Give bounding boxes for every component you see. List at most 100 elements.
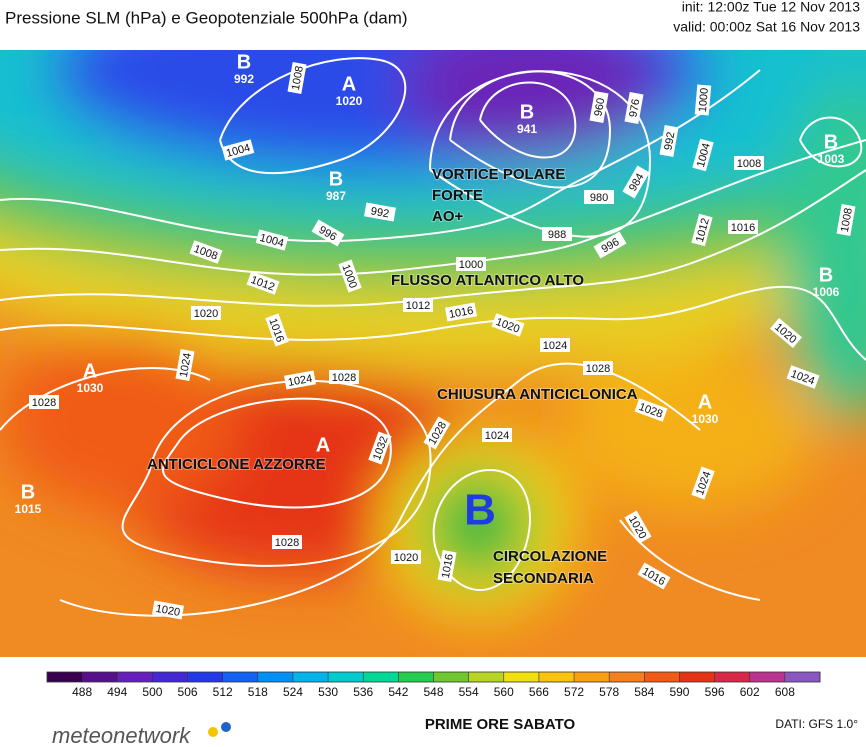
annotation: FORTE	[432, 187, 483, 204]
isobar-label-text: 1000	[697, 87, 711, 112]
isobar-label-box	[221, 139, 255, 161]
colorbar-swatch	[292, 672, 329, 682]
isobar-label-text: 1028	[32, 397, 56, 409]
isobar-label-text: 1012	[406, 300, 430, 312]
isobar-label: 1000	[456, 257, 486, 271]
center-letter: A	[698, 391, 712, 413]
isobar-label-box	[255, 229, 289, 251]
annotation: FLUSSO ATLANTICO ALTO	[391, 272, 584, 289]
isobar-label: 1008	[287, 62, 307, 94]
colorbar-swatch	[538, 672, 575, 682]
isobar-label: 1008	[734, 156, 764, 170]
isobar-label-box	[175, 349, 195, 381]
isobar-label: 1016	[437, 550, 457, 582]
annotation: SECONDARIA	[493, 570, 594, 587]
isobar-label-box	[634, 398, 668, 422]
isobar-label-box	[584, 190, 614, 204]
colorbar-tick-label: 590	[669, 685, 689, 699]
isobar-label-box	[191, 306, 221, 320]
isobar-label-box	[368, 431, 392, 465]
init-time: init: 12:00z Tue 12 Nov 2013	[682, 0, 860, 15]
isobar-label-box	[437, 550, 457, 582]
center-value: 1030	[77, 381, 104, 395]
colorbar-swatch	[714, 672, 751, 682]
isobar-label: 1024	[482, 428, 512, 442]
colorbar-swatch	[82, 672, 118, 682]
isobars	[0, 57, 866, 617]
isobar-label: 1020	[391, 550, 421, 564]
isobar-label-box	[659, 125, 679, 157]
isobar-label: 1000	[694, 84, 712, 116]
colorbar-swatch	[257, 672, 294, 682]
isobar-label-text: 1024	[485, 430, 509, 442]
colorbar-tick-label: 488	[72, 685, 92, 699]
annotation: CIRCOLAZIONE	[493, 548, 607, 565]
isobar-label: 1016	[445, 302, 477, 322]
colorbar-tick-label: 584	[634, 685, 654, 699]
isobar-label-text: 980	[590, 192, 608, 204]
colorbar-tick-label: 602	[740, 685, 760, 699]
isobar-label-text: 1020	[394, 552, 418, 564]
isobar-label: 1024	[175, 349, 195, 381]
colorbar-tick-label: 566	[529, 685, 549, 699]
isobar-label-text: 1024	[287, 373, 313, 389]
colorbar-swatch	[47, 672, 83, 682]
map	[0, 50, 866, 657]
isobar-label-box	[284, 370, 316, 390]
center-letter: B	[329, 168, 343, 190]
colorbar-tick-label: 518	[248, 685, 268, 699]
data-source: DATI: GFS 1.0°	[775, 717, 858, 731]
colorbar-tick-label: 560	[494, 685, 514, 699]
annotation: ANTICICLONE AZZORRE	[147, 456, 326, 473]
isobar-label-box	[786, 365, 820, 389]
isobar-label-text: 1028	[275, 537, 299, 549]
colorbar-swatch	[503, 672, 540, 682]
colorbar-swatch	[749, 672, 786, 682]
colorbar-swatch	[222, 672, 259, 682]
colorbar-swatch	[468, 672, 505, 682]
caption: PRIME ORE SABATO	[425, 716, 576, 733]
isobar-label-box	[622, 165, 650, 199]
annotation: VORTICE POLARE	[432, 166, 565, 183]
isobar-label: 1028	[272, 535, 302, 549]
brand-logo: meteonetwork	[52, 723, 191, 747]
colorbar-swatch	[187, 672, 224, 682]
isobar-label-box	[364, 202, 396, 222]
isobar-label: 1024	[284, 370, 316, 390]
logo-dot	[221, 722, 231, 732]
isobar-label-text: 1028	[586, 363, 610, 375]
isobar-label-text: 1000	[459, 259, 483, 271]
colorbar-tick-label: 536	[353, 685, 373, 699]
center-value: 987	[326, 189, 346, 203]
isobar-label-text: 1016	[440, 553, 456, 579]
isobar-label: 1028	[29, 395, 59, 409]
isobar-label-box	[593, 231, 627, 259]
isobar-label-text: 1008	[290, 65, 306, 91]
isobar-label-text: 960	[592, 97, 607, 117]
colorbar-tick-label: 506	[178, 685, 198, 699]
isobar-label-box	[836, 204, 856, 236]
isobar-label-box	[770, 317, 802, 349]
center-value: 1020	[336, 94, 363, 108]
colorbar-tick-label: 578	[599, 685, 619, 699]
isobar-label-text: 988	[548, 229, 566, 241]
geopotential-field	[0, 50, 866, 615]
isobar-label-text: 1008	[737, 158, 761, 170]
center-letter: B	[21, 481, 35, 503]
title: Pressione SLM (hPa) e Geopotenziale 500h…	[5, 8, 408, 27]
colorbar-swatch	[152, 672, 189, 682]
isobar-label: 1016	[728, 220, 758, 234]
isobar-label-text: 1024	[178, 352, 194, 378]
center-letter: B	[819, 264, 833, 286]
isobar-label-box	[152, 600, 184, 620]
isobar-label-text: 1016	[731, 222, 755, 234]
isobar-label: 1020	[152, 600, 184, 620]
isobar-label-box	[637, 562, 671, 590]
center-value: 941	[517, 122, 537, 136]
colorbar-swatch	[609, 672, 645, 682]
center-letter: B	[520, 101, 534, 123]
colorbar-tick-label: 494	[107, 685, 127, 699]
isobar-label-box	[265, 313, 289, 347]
valid-time: valid: 00:00z Sat 16 Nov 2013	[673, 19, 860, 35]
